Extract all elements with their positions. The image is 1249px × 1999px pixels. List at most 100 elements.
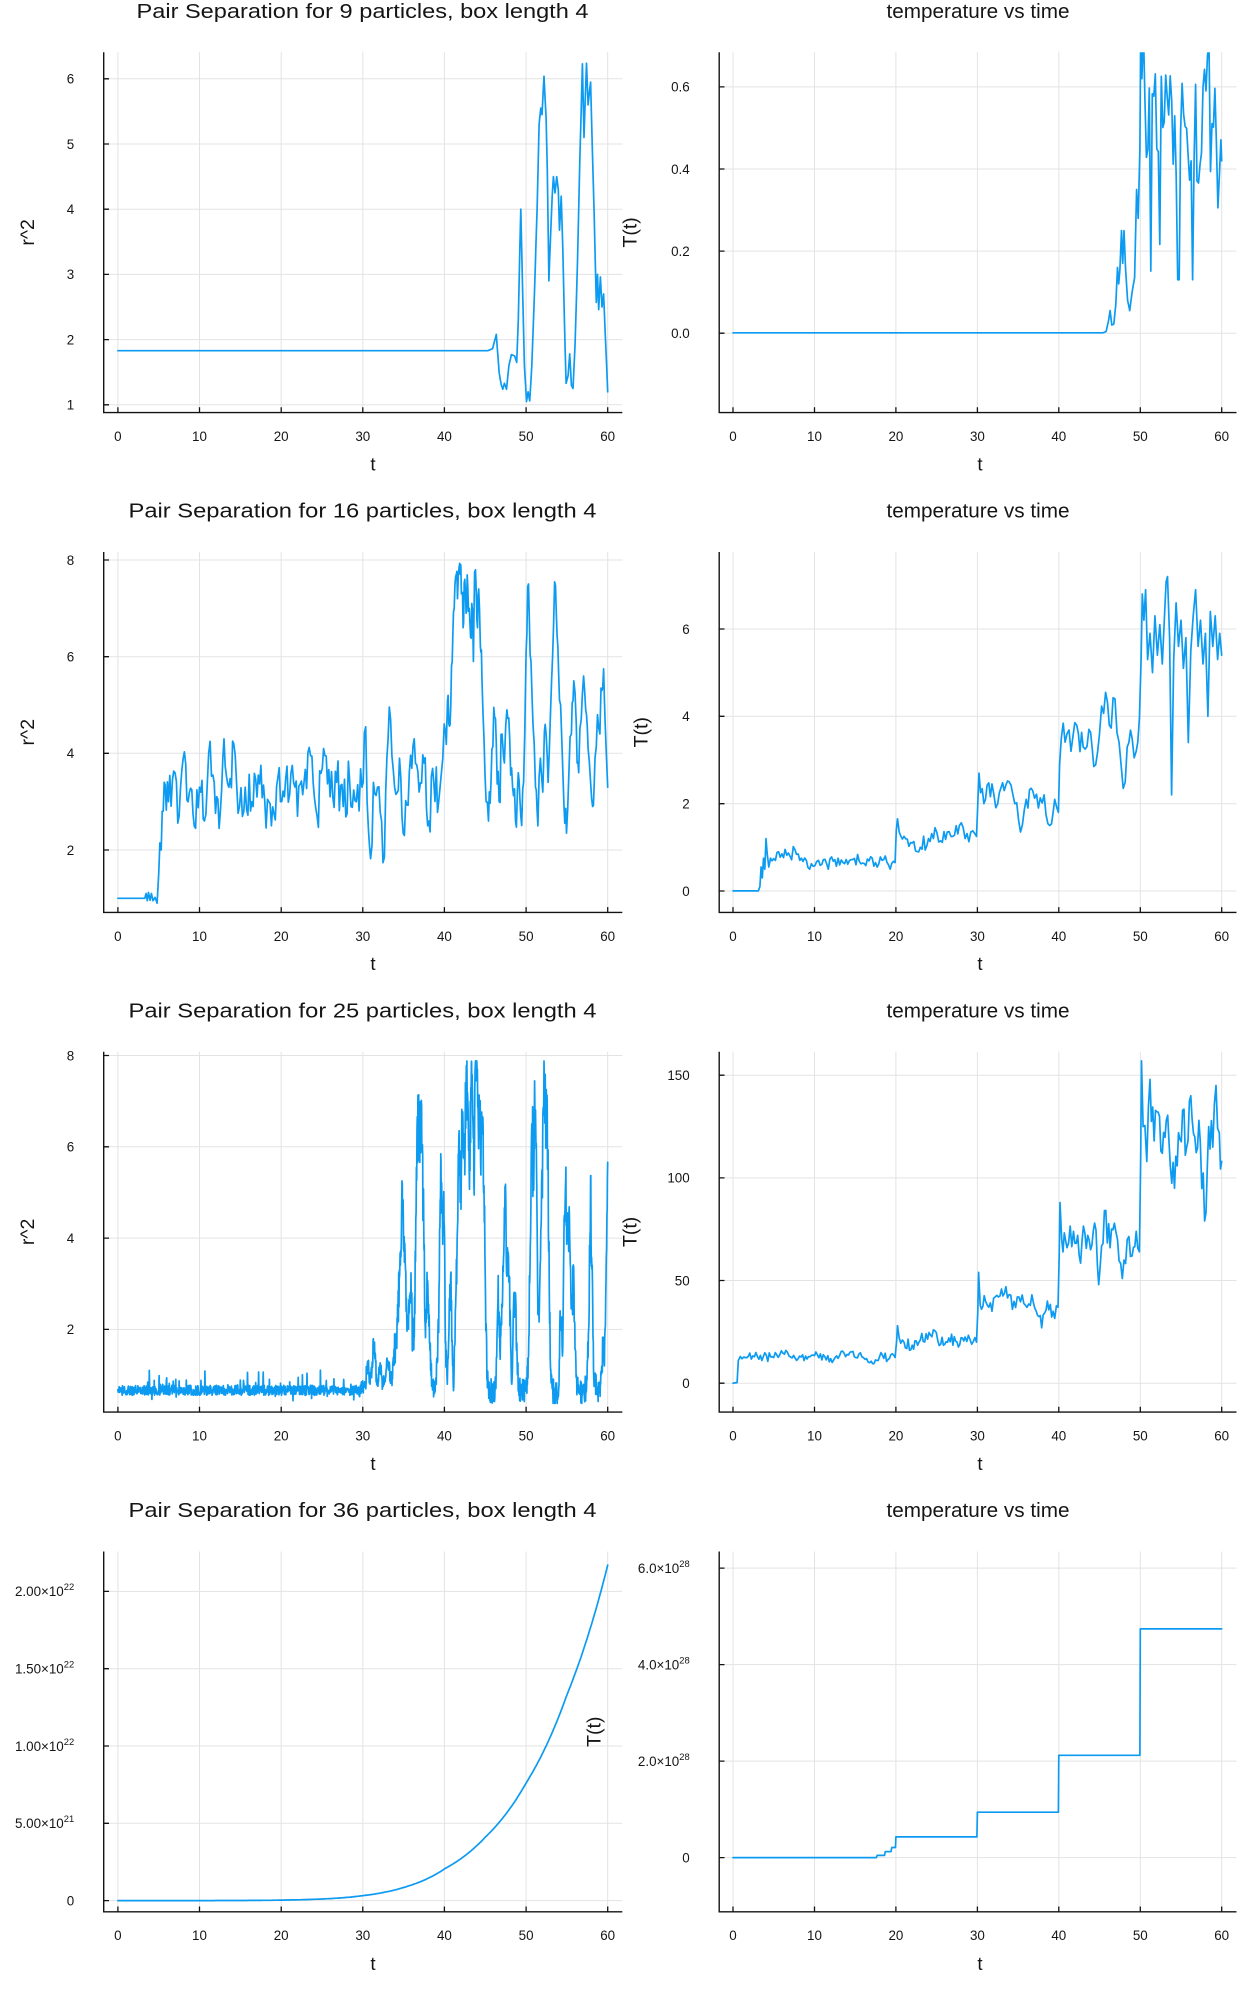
- svg-text:0: 0: [114, 929, 121, 944]
- svg-text:t: t: [977, 454, 983, 475]
- svg-text:100: 100: [667, 1171, 689, 1186]
- svg-text:40: 40: [437, 929, 452, 944]
- svg-text:60: 60: [1214, 929, 1229, 944]
- svg-text:20: 20: [888, 1429, 903, 1444]
- svg-text:1: 1: [67, 398, 74, 413]
- svg-text:t: t: [370, 953, 376, 974]
- svg-text:3: 3: [67, 267, 74, 282]
- svg-text:20: 20: [274, 1429, 289, 1444]
- svg-text:6: 6: [67, 1140, 74, 1155]
- svg-text:6: 6: [682, 622, 689, 637]
- svg-text:50: 50: [519, 429, 534, 444]
- svg-text:10: 10: [192, 429, 207, 444]
- svg-text:50: 50: [1133, 929, 1148, 944]
- svg-text:2.0×1028: 2.0×1028: [638, 1751, 690, 1769]
- svg-text:0: 0: [114, 1928, 121, 1943]
- svg-text:10: 10: [192, 929, 207, 944]
- svg-text:0: 0: [682, 1850, 689, 1865]
- svg-text:5.00×1021: 5.00×1021: [15, 1813, 74, 1831]
- svg-text:4.0×1028: 4.0×1028: [638, 1654, 690, 1672]
- svg-text:40: 40: [1051, 429, 1066, 444]
- svg-text:0: 0: [729, 929, 736, 944]
- svg-text:1.50×1022: 1.50×1022: [15, 1659, 74, 1677]
- svg-text:30: 30: [970, 929, 985, 944]
- svg-text:20: 20: [274, 929, 289, 944]
- svg-text:60: 60: [600, 1928, 615, 1943]
- svg-text:0: 0: [114, 1429, 121, 1444]
- svg-text:t: t: [370, 1453, 376, 1474]
- svg-text:10: 10: [807, 1429, 822, 1444]
- svg-text:2: 2: [67, 332, 74, 347]
- svg-text:0.2: 0.2: [671, 244, 690, 259]
- svg-text:60: 60: [1214, 429, 1229, 444]
- svg-text:30: 30: [355, 429, 370, 444]
- svg-text:t: t: [370, 1953, 376, 1974]
- svg-text:20: 20: [888, 1928, 903, 1943]
- svg-text:30: 30: [355, 1429, 370, 1444]
- svg-text:30: 30: [970, 1429, 985, 1444]
- svg-text:0: 0: [114, 429, 121, 444]
- svg-text:30: 30: [970, 1928, 985, 1943]
- svg-text:30: 30: [355, 1928, 370, 1943]
- svg-text:0: 0: [729, 1928, 736, 1943]
- svg-text:5: 5: [67, 137, 74, 152]
- svg-text:T(t): T(t): [620, 217, 642, 247]
- svg-text:50: 50: [519, 929, 534, 944]
- svg-text:Pair Separation for 9 particle: Pair Separation for 9 particles, box len…: [137, 1, 589, 23]
- svg-text:t: t: [977, 1953, 983, 1974]
- svg-text:8: 8: [67, 553, 74, 568]
- svg-text:r^2: r^2: [17, 219, 39, 246]
- svg-text:20: 20: [274, 1928, 289, 1943]
- svg-text:20: 20: [888, 429, 903, 444]
- svg-text:0: 0: [729, 1429, 736, 1444]
- svg-text:10: 10: [807, 929, 822, 944]
- svg-text:4: 4: [67, 1231, 75, 1246]
- svg-text:0: 0: [682, 1376, 689, 1391]
- svg-text:2: 2: [67, 1322, 74, 1337]
- svg-text:60: 60: [600, 1429, 615, 1444]
- svg-text:50: 50: [1133, 1429, 1148, 1444]
- svg-text:60: 60: [1214, 1429, 1229, 1444]
- svg-text:30: 30: [355, 929, 370, 944]
- svg-text:40: 40: [437, 1429, 452, 1444]
- svg-text:temperature vs time: temperature vs time: [887, 1000, 1070, 1022]
- svg-text:1.00×1022: 1.00×1022: [15, 1736, 74, 1754]
- svg-text:temperature vs time: temperature vs time: [887, 501, 1070, 523]
- svg-text:T(t): T(t): [583, 1717, 605, 1747]
- svg-text:60: 60: [1214, 1928, 1229, 1943]
- svg-text:0: 0: [67, 1893, 74, 1908]
- svg-text:40: 40: [437, 1928, 452, 1943]
- svg-text:T(t): T(t): [631, 717, 653, 747]
- svg-text:30: 30: [970, 429, 985, 444]
- svg-text:50: 50: [1133, 429, 1148, 444]
- svg-text:6.0×1028: 6.0×1028: [638, 1558, 690, 1576]
- svg-text:4: 4: [682, 709, 690, 724]
- svg-text:4: 4: [67, 746, 75, 761]
- svg-text:temperature vs time: temperature vs time: [887, 1500, 1070, 1522]
- svg-text:2: 2: [682, 797, 689, 812]
- svg-text:r^2: r^2: [17, 719, 39, 746]
- svg-text:60: 60: [600, 429, 615, 444]
- svg-text:0.6: 0.6: [671, 80, 690, 95]
- svg-text:10: 10: [807, 429, 822, 444]
- svg-text:r^2: r^2: [17, 1219, 39, 1246]
- svg-text:40: 40: [1051, 1429, 1066, 1444]
- svg-text:6: 6: [67, 650, 74, 665]
- svg-text:50: 50: [1133, 1928, 1148, 1943]
- svg-text:Pair Separation for 36 particl: Pair Separation for 36 particles, box le…: [129, 1500, 597, 1522]
- svg-text:2: 2: [67, 843, 74, 858]
- svg-text:10: 10: [192, 1429, 207, 1444]
- svg-text:0.0: 0.0: [671, 326, 690, 341]
- svg-text:6: 6: [67, 72, 74, 87]
- svg-text:10: 10: [192, 1928, 207, 1943]
- svg-text:t: t: [977, 953, 983, 974]
- svg-text:Pair Separation for 16 particl: Pair Separation for 16 particles, box le…: [129, 501, 597, 523]
- svg-text:40: 40: [437, 429, 452, 444]
- svg-text:4: 4: [67, 202, 75, 217]
- svg-text:Pair Separation for 25 particl: Pair Separation for 25 particles, box le…: [129, 1000, 597, 1022]
- svg-text:20: 20: [274, 429, 289, 444]
- svg-text:8: 8: [67, 1048, 74, 1063]
- svg-text:2.00×1022: 2.00×1022: [15, 1581, 74, 1599]
- svg-text:t: t: [370, 454, 376, 475]
- svg-text:10: 10: [807, 1928, 822, 1943]
